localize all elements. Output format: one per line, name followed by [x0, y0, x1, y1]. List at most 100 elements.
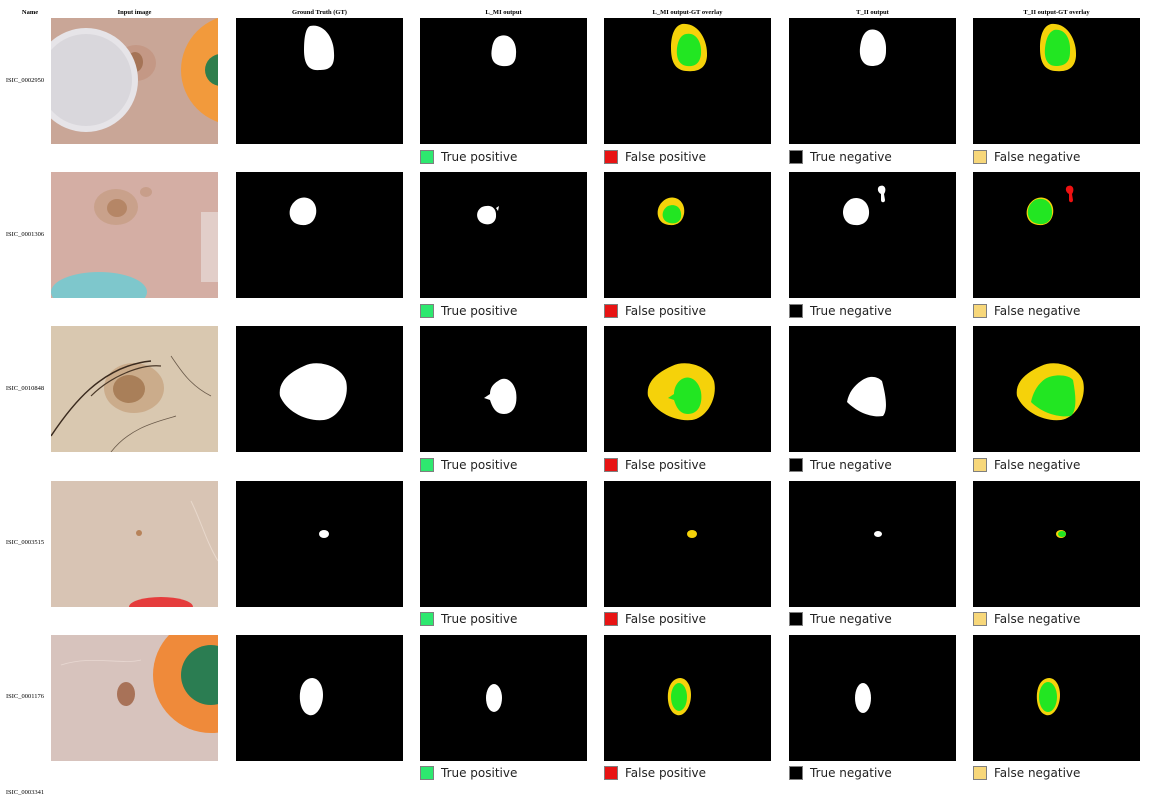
row-name: ISIC_0003515 [0, 539, 50, 546]
legend-true-positive: True positive [420, 301, 517, 321]
legend-label: False negative [994, 150, 1080, 164]
lmi-output-mask [420, 18, 587, 144]
lmi-overlay [604, 18, 771, 144]
tii-overlay [973, 18, 1140, 144]
tii-overlay [973, 635, 1140, 761]
false-positive-swatch [604, 612, 618, 626]
legend-label: True negative [810, 150, 892, 164]
tii-output-mask [789, 635, 956, 761]
lmi-output-mask [420, 481, 587, 607]
row-name: ISIC_0003341 [0, 789, 50, 796]
false-positive-swatch [604, 458, 618, 472]
legend-label: False negative [994, 766, 1080, 780]
legend-true-positive: True positive [420, 763, 517, 783]
tii-overlay [973, 172, 1140, 298]
legend-label: False positive [625, 150, 706, 164]
legend-true-positive: True positive [420, 147, 517, 167]
lmi-overlay [604, 635, 771, 761]
input-image [51, 326, 218, 452]
legend-false-positive: False positive [604, 609, 706, 629]
lmi-overlay [604, 481, 771, 607]
legend-true-negative: True negative [789, 301, 892, 321]
true-positive-swatch [420, 150, 434, 164]
ground-truth-mask [236, 326, 403, 452]
row-name: ISIC_0001306 [0, 231, 50, 238]
legend-label: False positive [625, 458, 706, 472]
legend-true-positive: True positive [420, 609, 517, 629]
legend-true-negative: True negative [789, 609, 892, 629]
legend-label: True negative [810, 458, 892, 472]
true-negative-swatch [789, 612, 803, 626]
ground-truth-mask [236, 635, 403, 761]
true-negative-swatch [789, 458, 803, 472]
row-name: ISIC_0001176 [0, 693, 50, 700]
tii-output-mask [789, 326, 956, 452]
ground-truth-mask [236, 172, 403, 298]
legend-label: False positive [625, 766, 706, 780]
legend-label: True positive [441, 612, 517, 626]
ground-truth-mask [236, 481, 403, 607]
tii-output-mask [789, 481, 956, 607]
header-tii-overlay: T_II output-GT overlay [973, 9, 1140, 16]
legend-false-positive: False positive [604, 763, 706, 783]
false-negative-swatch [973, 766, 987, 780]
legend-label: True negative [810, 766, 892, 780]
true-positive-swatch [420, 304, 434, 318]
legend-label: True positive [441, 304, 517, 318]
legend-label: False negative [994, 304, 1080, 318]
legend-label: True negative [810, 304, 892, 318]
legend-false-positive: False positive [604, 455, 706, 475]
input-image [51, 18, 218, 144]
input-image [51, 481, 218, 607]
legend-true-negative: True negative [789, 147, 892, 167]
header-input-image: Input image [51, 9, 218, 16]
header-lmi-output: L_MI output [420, 9, 587, 16]
false-negative-swatch [973, 458, 987, 472]
ground-truth-mask [236, 18, 403, 144]
true-positive-swatch [420, 612, 434, 626]
false-positive-swatch [604, 304, 618, 318]
false-positive-swatch [604, 150, 618, 164]
true-positive-swatch [420, 458, 434, 472]
legend-false-positive: False positive [604, 301, 706, 321]
true-negative-swatch [789, 304, 803, 318]
header-tii-output: T_II output [789, 9, 956, 16]
legend-false-negative: False negative [973, 147, 1080, 167]
row-name: ISIC_0002950 [0, 77, 50, 84]
false-negative-swatch [973, 304, 987, 318]
legend-false-negative: False negative [973, 609, 1080, 629]
lmi-output-mask [420, 326, 587, 452]
legend-true-negative: True negative [789, 455, 892, 475]
legend-false-positive: False positive [604, 147, 706, 167]
row-name: ISIC_0010848 [0, 385, 50, 392]
input-image [51, 635, 218, 761]
tii-output-mask [789, 18, 956, 144]
legend-label: True positive [441, 766, 517, 780]
legend-true-negative: True negative [789, 763, 892, 783]
lmi-overlay [604, 326, 771, 452]
legend-label: True negative [810, 612, 892, 626]
false-negative-swatch [973, 612, 987, 626]
legend-false-negative: False negative [973, 763, 1080, 783]
legend-label: False negative [994, 458, 1080, 472]
legend-label: False negative [994, 612, 1080, 626]
false-positive-swatch [604, 766, 618, 780]
legend-label: False positive [625, 612, 706, 626]
legend-label: True positive [441, 458, 517, 472]
tii-output-mask [789, 172, 956, 298]
tii-overlay [973, 326, 1140, 452]
true-positive-swatch [420, 766, 434, 780]
false-negative-swatch [973, 150, 987, 164]
legend-false-negative: False negative [973, 455, 1080, 475]
header-ground-truth: Ground Truth (GT) [236, 9, 403, 16]
legend-false-negative: False negative [973, 301, 1080, 321]
legend-label: True positive [441, 150, 517, 164]
legend-label: False positive [625, 304, 706, 318]
lmi-overlay [604, 172, 771, 298]
header-lmi-overlay: L_MI output-GT overlay [604, 9, 771, 16]
input-image [51, 172, 218, 298]
lmi-output-mask [420, 635, 587, 761]
legend-true-positive: True positive [420, 455, 517, 475]
tii-overlay [973, 481, 1140, 607]
true-negative-swatch [789, 766, 803, 780]
